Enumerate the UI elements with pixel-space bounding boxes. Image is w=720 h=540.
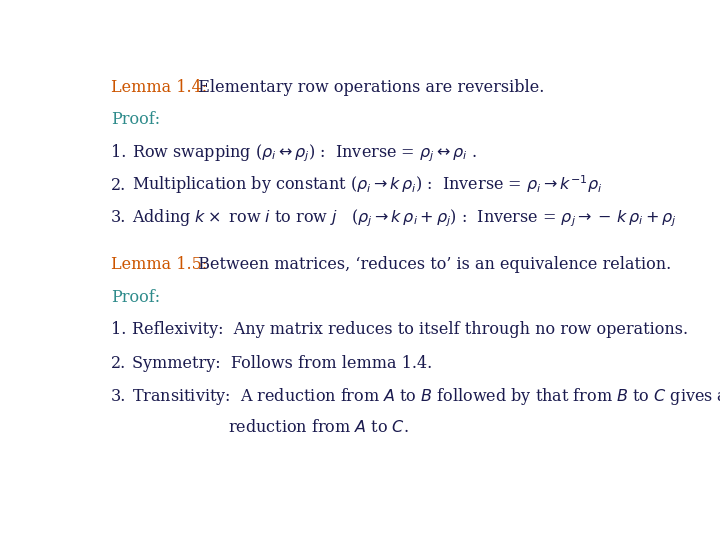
Text: 2.: 2. (111, 354, 127, 372)
Text: 1.: 1. (111, 321, 127, 338)
Text: Elementary row operations are reversible.: Elementary row operations are reversible… (188, 79, 544, 96)
Text: Multiplication by constant ($\rho_i \rightarrow k\,\rho_i$) :  Inverse = $\rho_i: Multiplication by constant ($\rho_i \rig… (132, 173, 602, 195)
Text: 3.: 3. (111, 388, 127, 405)
Text: Transitivity:  A reduction from $A$ to $B$ followed by that from $B$ to $C$ give: Transitivity: A reduction from $A$ to $B… (132, 386, 720, 407)
Text: Lemma 1.5:: Lemma 1.5: (111, 255, 207, 273)
Text: Proof:: Proof: (111, 289, 161, 306)
Text: Between matrices, ‘reduces to’ is an equivalence relation.: Between matrices, ‘reduces to’ is an equ… (188, 255, 671, 273)
Text: 2.: 2. (111, 177, 127, 193)
Text: reduction from $A$ to $C$.: reduction from $A$ to $C$. (228, 418, 409, 436)
Text: Lemma 1.4:: Lemma 1.4: (111, 79, 207, 96)
Text: Proof:: Proof: (111, 111, 161, 128)
Text: Reflexivity:  Any matrix reduces to itself through no row operations.: Reflexivity: Any matrix reduces to itsel… (132, 321, 688, 338)
Text: Symmetry:  Follows from lemma 1.4.: Symmetry: Follows from lemma 1.4. (132, 354, 432, 372)
Text: Row swapping ($\rho_i \leftrightarrow \rho_j$) :  Inverse = $\rho_j \leftrightar: Row swapping ($\rho_i \leftrightarrow \r… (132, 142, 477, 164)
Text: Adding $k\times$ row $i$ to row $j$   ($\rho_j \rightarrow k\,\rho_i + \rho_j$) : Adding $k\times$ row $i$ to row $j$ ($\r… (132, 207, 677, 228)
Text: 3.: 3. (111, 209, 127, 226)
Text: 1.: 1. (111, 144, 127, 161)
